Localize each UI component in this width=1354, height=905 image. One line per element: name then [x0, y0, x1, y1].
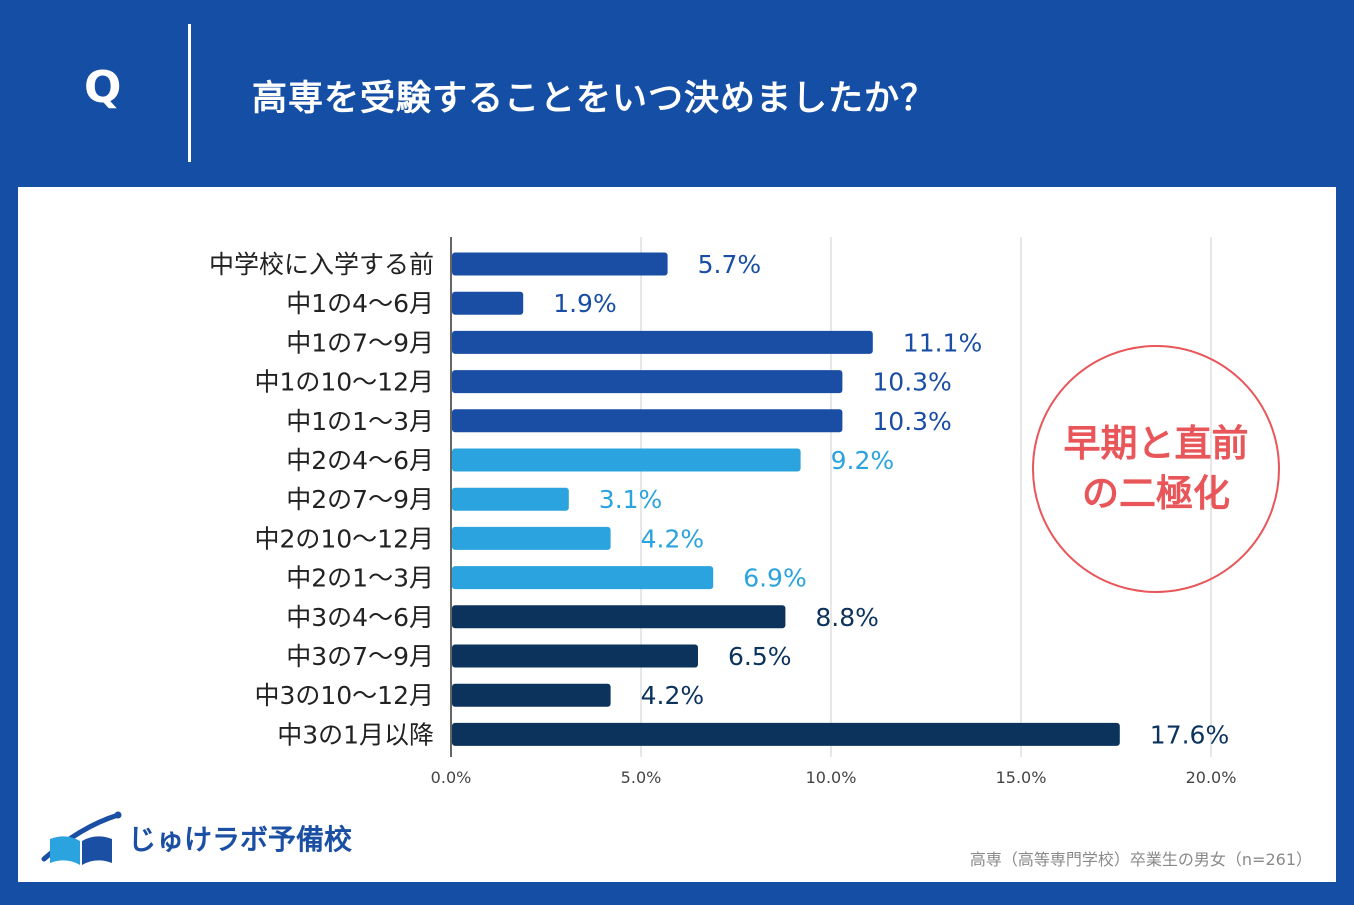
value-label: 8.8%	[815, 603, 879, 632]
header-divider	[188, 24, 191, 162]
category-label: 中3の4〜6月	[286, 603, 434, 632]
category-label: 中2の10〜12月	[254, 524, 434, 553]
value-label: 17.6%	[1150, 720, 1229, 749]
question-title: 高専を受験することをいつ決めましたか？	[252, 79, 937, 119]
value-label: 1.9%	[553, 289, 617, 318]
value-label: 3.1%	[599, 485, 663, 514]
category-label: 中1の1〜3月	[286, 407, 434, 436]
category-label: 中3の10〜12月	[254, 681, 434, 710]
value-label: 9.2%	[831, 446, 895, 475]
x-tick-label: 10.0%	[806, 768, 857, 787]
logo-text: じゅけラボ予備校	[128, 823, 353, 856]
x-tick-label: 0.0%	[431, 768, 472, 787]
callout-line-1: 早期と直前	[1063, 422, 1249, 465]
bar	[452, 566, 714, 590]
bar	[452, 448, 801, 472]
bar	[452, 683, 611, 707]
bar	[452, 409, 843, 433]
category-label: 中2の1〜3月	[286, 564, 434, 593]
category-label: 中1の10〜12月	[254, 368, 434, 397]
value-label: 4.2%	[641, 681, 705, 710]
bar-chart: 0.0% 5.0% 10.0% 15.0% 20.0% 中学校に入学する前 5.7% 中1の4…	[209, 237, 1237, 787]
bar	[452, 487, 569, 511]
survey-note: 高専（高等専門学校）卒業生の男女（n=261）	[969, 850, 1312, 869]
bar	[452, 605, 786, 629]
bar	[452, 252, 668, 276]
value-label: 10.3%	[872, 407, 951, 436]
question-marker: Q	[84, 62, 122, 113]
category-label: 中2の4〜6月	[286, 446, 434, 475]
x-tick-label: 5.0%	[621, 768, 662, 787]
callout-line-2: の二極化	[1082, 472, 1230, 515]
bar	[452, 644, 698, 668]
logo: じゅけラボ予備校	[40, 808, 352, 868]
category-label: 中2の7〜9月	[286, 485, 434, 514]
book-logo-icon	[41, 811, 122, 865]
value-label: 4.2%	[641, 524, 705, 553]
value-label: 5.7%	[698, 250, 762, 279]
category-label: 中学校に入学する前	[209, 250, 434, 279]
category-label: 中3の7〜9月	[286, 642, 434, 671]
category-label: 中3の1月以降	[277, 720, 434, 749]
category-label: 中1の4〜6月	[286, 289, 434, 318]
callout-circle: 早期と直前 の二極化	[1032, 345, 1280, 593]
value-label: 6.9%	[743, 564, 807, 593]
x-tick-label: 15.0%	[996, 768, 1047, 787]
bar	[452, 722, 1120, 746]
bar	[452, 526, 611, 550]
bar	[452, 330, 873, 354]
value-label: 11.1%	[903, 328, 982, 357]
bar	[452, 291, 524, 315]
x-tick-label: 20.0%	[1186, 768, 1237, 787]
bar	[452, 370, 843, 394]
category-label: 中1の7〜9月	[286, 328, 434, 357]
value-label: 10.3%	[872, 368, 951, 397]
value-label: 6.5%	[728, 642, 792, 671]
